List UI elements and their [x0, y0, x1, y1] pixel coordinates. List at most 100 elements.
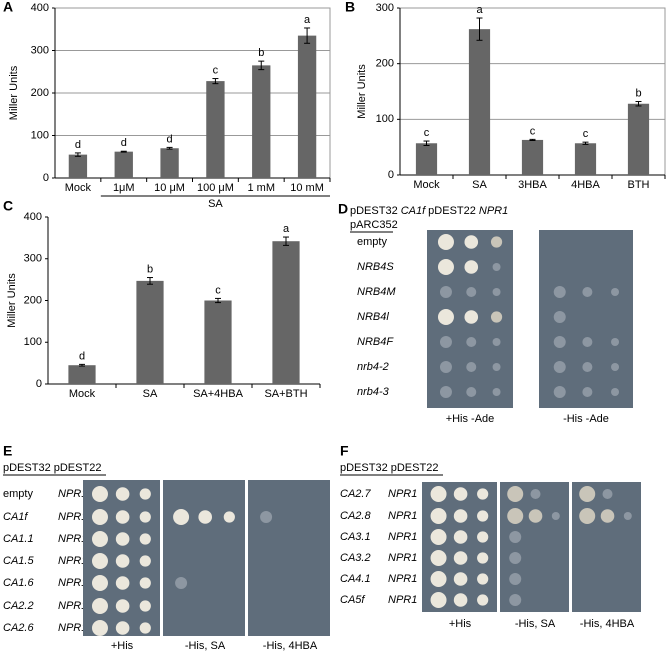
yeast-spot	[509, 594, 522, 606]
y-tick-label: 200	[31, 87, 49, 99]
plate-image	[163, 480, 245, 636]
yeast-spot	[437, 259, 454, 275]
x-tick-label: SA+BTH	[264, 388, 307, 400]
yeast-spot	[139, 555, 151, 567]
yeast-spot	[492, 288, 501, 296]
group-label: SA	[208, 198, 223, 210]
y-axis-label: Miller Units	[356, 64, 368, 119]
x-tick-label: SA	[143, 388, 158, 400]
yeast-spot	[139, 622, 151, 634]
bar	[297, 35, 317, 178]
error-bar	[147, 277, 153, 285]
error-bar	[166, 146, 173, 150]
significance-letter: c	[215, 284, 221, 296]
yeast-spot	[91, 509, 108, 525]
yeast-spot	[492, 388, 501, 396]
significance-letter: c	[424, 127, 430, 139]
y-axis-label: Miller Units	[8, 65, 20, 120]
x-tick-label: Mock	[69, 388, 96, 400]
yeast-spot	[91, 620, 108, 636]
yeast-spot	[115, 487, 130, 501]
yeast-spot	[553, 286, 566, 298]
significance-letter: b	[147, 263, 153, 275]
row-label: NRB4S	[357, 261, 394, 273]
bait-label: empty	[3, 488, 33, 500]
yeast-spot	[115, 554, 130, 568]
y-tick-label: 300	[24, 253, 42, 265]
yeast-spot	[430, 508, 447, 524]
significance-letter: c	[213, 64, 219, 76]
yeast-spot	[437, 309, 454, 325]
y-tick-label: 0	[388, 169, 394, 181]
plate-image	[539, 230, 633, 408]
header-part: CA1f	[401, 205, 426, 217]
x-tick-label: 1 mM	[248, 182, 276, 194]
x-tick-label: 3HBA	[518, 179, 547, 191]
yeast-spot	[477, 510, 489, 522]
x-tick-label: 100 μM	[197, 182, 234, 194]
prey-label: NPR1	[388, 488, 417, 500]
bait-label: CA2.8	[340, 510, 371, 522]
y-tick-label: 200	[376, 58, 394, 70]
yeast-spot	[464, 260, 479, 274]
yeast-spot	[623, 512, 632, 520]
yeast-spot	[115, 510, 130, 524]
yeast-spot	[139, 511, 151, 523]
yeast-spot	[582, 362, 593, 372]
error-bar	[304, 27, 311, 44]
header-part: NPR1	[479, 205, 508, 217]
y-tick-label: 100	[31, 129, 49, 141]
yeast-spot	[175, 577, 188, 589]
yeast-spot	[492, 263, 501, 271]
yeast-spot	[602, 489, 613, 499]
significance-letter: d	[75, 139, 81, 151]
error-bar	[529, 138, 536, 141]
bar	[252, 65, 271, 178]
significance-letter: c	[530, 125, 536, 137]
panel-label: B	[345, 0, 355, 15]
yeast-spot	[553, 311, 566, 323]
yeast-spot	[600, 509, 615, 523]
bar	[468, 29, 491, 175]
yeast-spot	[115, 621, 130, 635]
header-part: pDEST32	[350, 205, 398, 217]
bait-label: CA4.1	[340, 573, 371, 585]
prey-label: NPR1	[388, 594, 417, 606]
yeast-spot	[477, 573, 489, 585]
bait-label: CA1.6	[3, 577, 34, 589]
header-part: pDEST22	[428, 205, 476, 217]
bait-label: CA1.1	[3, 533, 34, 545]
prey-label: NPR1	[388, 510, 417, 522]
yeast-spot	[582, 337, 593, 347]
error-bar	[212, 78, 219, 85]
prey-label: NPR1	[58, 511, 87, 523]
error-bar	[215, 297, 221, 304]
column-label: -His, 4HBA	[580, 618, 635, 630]
error-bar	[635, 101, 642, 107]
panel-header: pDEST32 pDEST22	[3, 462, 101, 474]
yeast-spot	[579, 486, 596, 502]
yeast-spot	[490, 311, 503, 323]
yeast-spot	[173, 509, 190, 525]
bait-label: CA1.5	[3, 555, 34, 567]
yeast-spot	[430, 592, 447, 608]
y-tick-label: 400	[31, 2, 49, 14]
yeast-spot	[198, 510, 213, 524]
yeast-spot	[579, 508, 596, 524]
bait-label: CA2.7	[340, 488, 371, 500]
yeast-spot	[464, 310, 479, 324]
error-bar	[74, 152, 81, 157]
yeast-spot	[611, 338, 620, 346]
row-label: nrb4-2	[357, 361, 389, 373]
panel-label: A	[3, 0, 13, 15]
prey-label: NPR1	[58, 488, 87, 500]
y-tick-label: 0	[43, 172, 49, 184]
panel-header: pDEST32 CA1f pDEST22 NPR1	[350, 205, 508, 217]
panel-label: C	[3, 198, 13, 214]
yeast-spot	[492, 338, 501, 346]
yeast-spot	[466, 387, 477, 397]
y-tick-label: 300	[31, 44, 49, 56]
error-bar	[258, 60, 265, 71]
yeast-spot	[509, 552, 522, 564]
